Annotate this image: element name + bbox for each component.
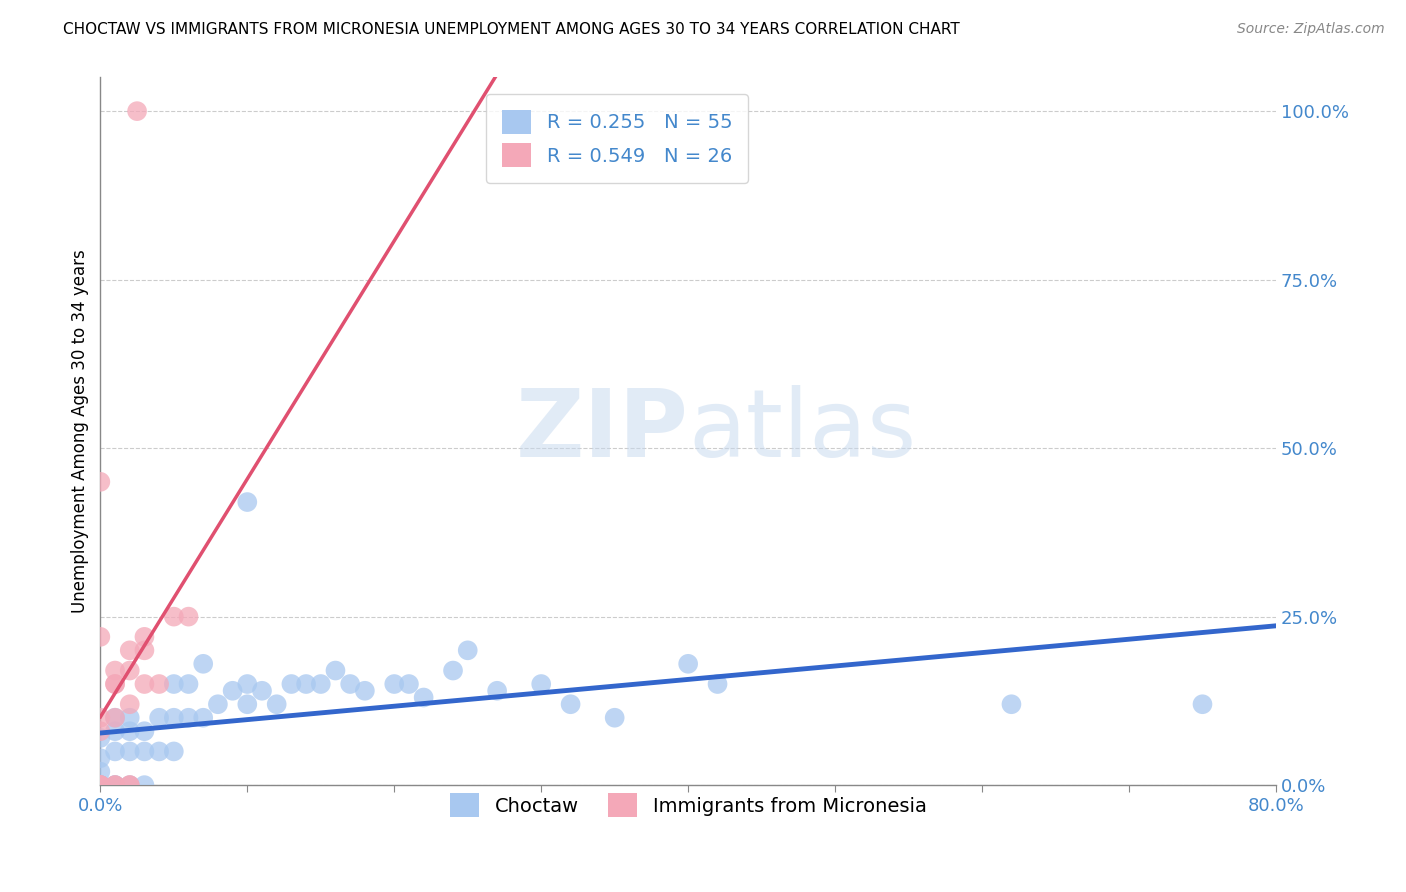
Point	[236, 495, 259, 509]
Point	[560, 698, 582, 712]
Point	[134, 677, 156, 691]
Point	[89, 731, 111, 745]
Point	[89, 475, 111, 489]
Text: CHOCTAW VS IMMIGRANTS FROM MICRONESIA UNEMPLOYMENT AMONG AGES 30 TO 34 YEARS COR: CHOCTAW VS IMMIGRANTS FROM MICRONESIA UN…	[63, 22, 960, 37]
Point	[89, 764, 111, 779]
Point	[89, 778, 111, 792]
Point	[89, 724, 111, 739]
Point	[89, 778, 111, 792]
Point	[104, 677, 127, 691]
Point	[486, 683, 509, 698]
Point	[134, 778, 156, 792]
Point	[118, 778, 141, 792]
Point	[530, 677, 553, 691]
Legend: Choctaw, Immigrants from Micronesia: Choctaw, Immigrants from Micronesia	[441, 786, 934, 825]
Point	[104, 724, 127, 739]
Point	[89, 711, 111, 725]
Point	[177, 677, 200, 691]
Text: atlas: atlas	[688, 385, 917, 477]
Point	[207, 698, 229, 712]
Point	[134, 643, 156, 657]
Point	[339, 677, 361, 691]
Point	[89, 778, 111, 792]
Point	[163, 609, 186, 624]
Point	[266, 698, 288, 712]
Point	[457, 643, 479, 657]
Point	[250, 683, 273, 698]
Point	[295, 677, 318, 691]
Point	[104, 778, 127, 792]
Point	[134, 630, 156, 644]
Point	[163, 711, 186, 725]
Point	[104, 711, 127, 725]
Point	[382, 677, 405, 691]
Point	[177, 609, 200, 624]
Point	[118, 724, 141, 739]
Point	[104, 778, 127, 792]
Point	[148, 677, 170, 691]
Point	[89, 778, 111, 792]
Point	[104, 677, 127, 691]
Point	[104, 664, 127, 678]
Point	[118, 643, 141, 657]
Point	[104, 744, 127, 758]
Point	[441, 664, 464, 678]
Point	[89, 778, 111, 792]
Point	[118, 664, 141, 678]
Point	[1191, 698, 1213, 712]
Point	[163, 677, 186, 691]
Point	[193, 711, 215, 725]
Point	[354, 683, 377, 698]
Point	[280, 677, 302, 691]
Text: ZIP: ZIP	[515, 385, 688, 477]
Point	[221, 683, 243, 698]
Point	[118, 698, 141, 712]
Point	[148, 744, 170, 758]
Point	[706, 677, 728, 691]
Point	[676, 657, 699, 671]
Point	[177, 711, 200, 725]
Point	[325, 664, 347, 678]
Point	[89, 778, 111, 792]
Point	[89, 751, 111, 765]
Point	[134, 724, 156, 739]
Point	[89, 778, 111, 792]
Point	[193, 657, 215, 671]
Point	[127, 104, 149, 119]
Point	[1000, 698, 1022, 712]
Point	[104, 711, 127, 725]
Point	[118, 744, 141, 758]
Point	[118, 711, 141, 725]
Point	[236, 698, 259, 712]
Point	[118, 778, 141, 792]
Point	[89, 778, 111, 792]
Point	[236, 677, 259, 691]
Y-axis label: Unemployment Among Ages 30 to 34 years: Unemployment Among Ages 30 to 34 years	[72, 250, 89, 613]
Point	[603, 711, 626, 725]
Point	[104, 778, 127, 792]
Point	[134, 744, 156, 758]
Point	[148, 711, 170, 725]
Point	[104, 778, 127, 792]
Text: Source: ZipAtlas.com: Source: ZipAtlas.com	[1237, 22, 1385, 37]
Point	[89, 778, 111, 792]
Point	[89, 778, 111, 792]
Point	[309, 677, 332, 691]
Point	[412, 690, 434, 705]
Point	[398, 677, 420, 691]
Point	[163, 744, 186, 758]
Point	[118, 778, 141, 792]
Point	[89, 630, 111, 644]
